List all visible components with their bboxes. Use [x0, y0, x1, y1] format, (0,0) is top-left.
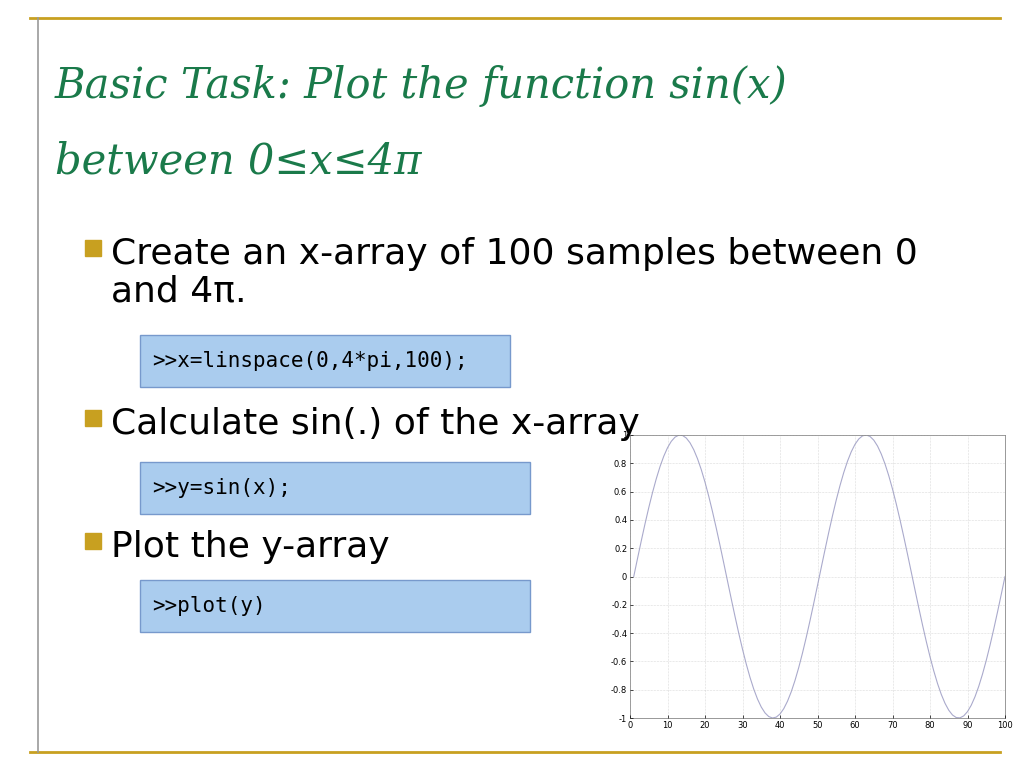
Text: and 4π.: and 4π.	[111, 275, 247, 309]
Bar	[85, 410, 101, 426]
Text: between 0≤x≤4π: between 0≤x≤4π	[55, 140, 422, 182]
Text: >>x=linspace(0,4*pi,100);: >>x=linspace(0,4*pi,100);	[152, 351, 468, 371]
Text: >>plot(y): >>plot(y)	[152, 596, 265, 616]
Text: Calculate sin(.) of the x-array: Calculate sin(.) of the x-array	[111, 407, 640, 441]
Bar	[140, 462, 530, 514]
Bar	[140, 580, 530, 632]
Bar	[140, 335, 510, 387]
Text: Basic Task: Plot the function sin(x): Basic Task: Plot the function sin(x)	[55, 65, 787, 107]
Text: Create an x-array of 100 samples between 0: Create an x-array of 100 samples between…	[111, 237, 918, 271]
Text: >>y=sin(x);: >>y=sin(x);	[152, 478, 291, 498]
Bar	[85, 240, 101, 256]
Bar	[85, 533, 101, 549]
Text: Plot the y-array: Plot the y-array	[111, 530, 389, 564]
